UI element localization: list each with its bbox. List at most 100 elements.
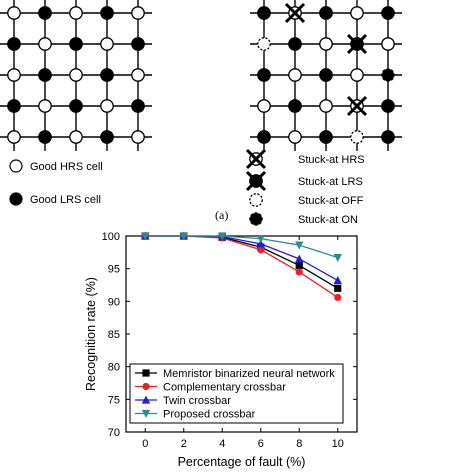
good-grid-cell (7, 99, 21, 113)
data-point (333, 253, 342, 262)
faulty-grid-cell (257, 68, 271, 82)
x-tick-label: 8 (296, 438, 302, 450)
faulty-grid-cell (381, 130, 395, 144)
good-grid-cell (38, 99, 52, 113)
good-grid-cell (131, 99, 145, 113)
legend-label: Proposed crossbar (163, 409, 256, 421)
series-0 (141, 232, 342, 292)
faulty-grid-cell (319, 37, 333, 51)
data-point (333, 276, 342, 285)
legend-stuck-lrs-label: Stuck-at LRS (298, 176, 363, 188)
faulty-grid-cell (319, 6, 333, 20)
faulty-grid-cell (257, 37, 271, 51)
y-tick-label: 100 (102, 231, 120, 243)
legend-stuck-on-label: Stuck-at ON (298, 214, 358, 226)
legend-marker (141, 395, 151, 404)
good-grid-cell (7, 37, 21, 51)
legend-marker (141, 409, 151, 418)
stuck-hrs-icon (245, 148, 267, 170)
faulty-grid-cell (350, 130, 364, 144)
y-tick-label: 85 (108, 329, 120, 341)
faulty-grid-cell (381, 37, 395, 51)
x-tick-label: 6 (258, 438, 264, 450)
y-axis-title: Recognition rate (%) (84, 277, 98, 391)
faulty-grid-cell (288, 37, 302, 51)
data-point (257, 246, 265, 254)
good-grid-cell (69, 6, 83, 20)
good-grid-cell (7, 6, 21, 20)
crossbar-grid-good (0, 0, 152, 151)
good-grid-cell (100, 37, 114, 51)
series-line (145, 235, 339, 298)
x-axis-title: Percentage of fault (%) (178, 455, 306, 469)
good-grid-cell (38, 68, 52, 82)
good-grid-cell (131, 6, 145, 20)
faulty-grid-cell (284, 2, 306, 24)
good-grid-cell (38, 37, 52, 51)
faulty-grid-cell (288, 130, 302, 144)
good-grid-cell (69, 99, 83, 113)
data-point (295, 268, 303, 276)
data-point (295, 254, 304, 263)
legend-label: Memristor binarized neural network (163, 368, 335, 380)
good-grid-cell (100, 130, 114, 144)
legend-marker (142, 369, 150, 377)
faulty-grid-cell (350, 6, 364, 20)
series-line (145, 235, 338, 259)
faulty-grid-cell (319, 68, 333, 82)
stuck-lrs-icon (245, 170, 267, 192)
faulty-grid-cell (346, 95, 368, 117)
data-point (256, 235, 265, 244)
faulty-grid-cell (257, 6, 271, 20)
good-grid-cell (38, 6, 52, 20)
good-grid-cell (100, 68, 114, 82)
x-tick-label: 2 (181, 438, 187, 450)
y-tick-label: 95 (108, 264, 120, 276)
data-point (334, 284, 342, 292)
y-tick-label: 75 (108, 394, 120, 406)
stuck-on-icon (249, 212, 263, 226)
panel-label: (a) (215, 208, 228, 222)
good-grid-cell (7, 68, 21, 82)
data-point (141, 232, 150, 241)
x-tick-label: 10 (332, 438, 344, 450)
data-point (334, 293, 342, 302)
good-grid-cell (69, 68, 83, 82)
series-2 (141, 231, 342, 285)
stuck-off-icon (249, 193, 263, 207)
x-tick-label: 4 (219, 438, 225, 450)
y-tick-label: 90 (108, 296, 120, 308)
good-grid-cell (100, 6, 114, 20)
faulty-grid-cell (381, 68, 395, 82)
good-grid-cell (69, 37, 83, 51)
series-3 (141, 232, 342, 262)
legend-stuck-off-label: Stuck-at OFF (298, 195, 364, 207)
data-point (295, 241, 304, 250)
good-grid-cell (38, 130, 52, 144)
y-tick-label: 80 (108, 362, 120, 374)
x-tick-label: 0 (142, 438, 148, 450)
faulty-grid-cell (288, 99, 302, 113)
legend-label: Complementary crossbar (163, 382, 286, 394)
faulty-grid-cell (257, 130, 271, 144)
chart-legend: Memristor binarized neural network Comple… (129, 363, 344, 424)
good-grid-cell (7, 130, 21, 144)
data-point (218, 232, 227, 241)
y-tick-label: 70 (108, 427, 120, 439)
faulty-grid-cell (381, 6, 395, 20)
legend-stuck-hrs-label: Stuck-at HRS (298, 154, 365, 166)
faulty-grid-cell (319, 99, 333, 113)
data-point (256, 239, 265, 248)
legend-label: Twin crossbar (163, 395, 231, 407)
good-grid-cell (131, 37, 145, 51)
good-grid-cell (100, 99, 114, 113)
cell-legend-faults: Stuck-at HRS Stuck-at LRS Stuck-at OFF Stuc… (245, 148, 365, 226)
legend-good-hrs-label: Good HRS cell (30, 161, 103, 173)
faulty-grid-cell (319, 130, 333, 144)
good-grid-cell (131, 130, 145, 144)
faulty-grid-cell (346, 33, 368, 55)
good-grid-cell (131, 68, 145, 82)
good-lrs-icon (9, 192, 23, 206)
good-hrs-icon (9, 159, 23, 173)
